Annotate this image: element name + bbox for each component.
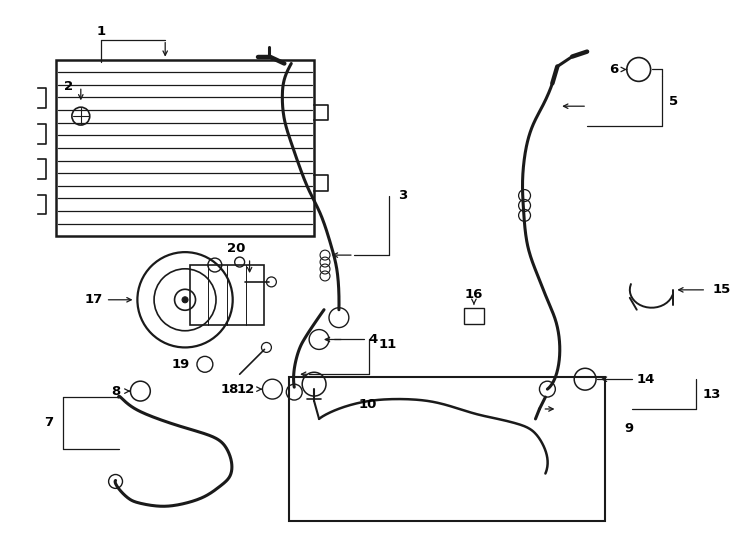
Text: 8: 8 bbox=[112, 384, 120, 397]
Text: 17: 17 bbox=[84, 293, 103, 306]
Text: 11: 11 bbox=[379, 338, 397, 351]
Text: 10: 10 bbox=[359, 397, 377, 410]
Text: 1: 1 bbox=[96, 25, 105, 38]
Bar bbox=[56, 59, 314, 236]
Text: 12: 12 bbox=[236, 383, 255, 396]
Bar bbox=[190, 265, 264, 325]
Text: 15: 15 bbox=[712, 284, 730, 296]
Text: 3: 3 bbox=[399, 189, 407, 202]
Text: 20: 20 bbox=[228, 242, 246, 255]
Text: 4: 4 bbox=[368, 333, 378, 346]
Bar bbox=[464, 308, 484, 323]
Text: 2: 2 bbox=[65, 80, 73, 93]
Text: 5: 5 bbox=[669, 94, 677, 108]
Bar bbox=[289, 377, 605, 521]
Text: 7: 7 bbox=[44, 416, 53, 429]
Circle shape bbox=[182, 297, 188, 303]
Text: 14: 14 bbox=[636, 373, 655, 386]
Text: 19: 19 bbox=[172, 358, 190, 371]
Text: 16: 16 bbox=[465, 288, 483, 301]
Text: 9: 9 bbox=[625, 422, 634, 435]
Text: 18: 18 bbox=[220, 383, 239, 396]
Text: 6: 6 bbox=[610, 63, 619, 76]
Text: 13: 13 bbox=[702, 388, 721, 401]
